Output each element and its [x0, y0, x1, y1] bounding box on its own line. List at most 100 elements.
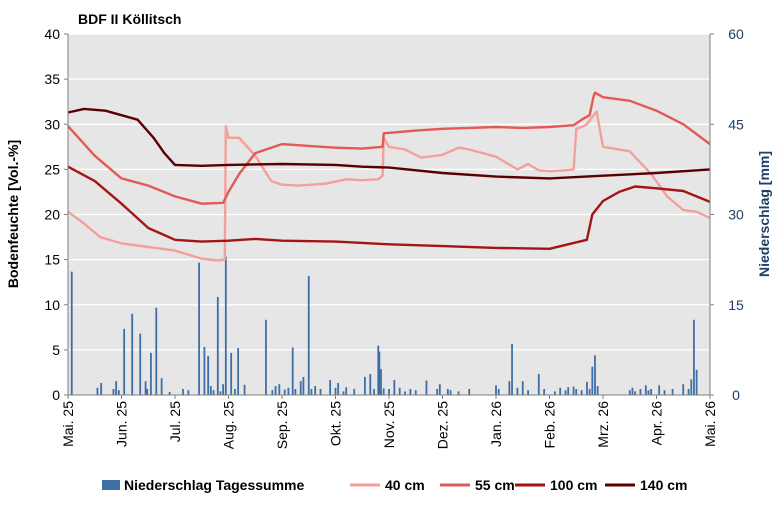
precip-bar — [687, 388, 690, 395]
x-tick-label: Dez. 25 — [435, 401, 451, 449]
precip-bar — [314, 385, 317, 395]
precip-bar — [334, 387, 337, 395]
precip-bar — [150, 352, 152, 395]
x-tick-label: Jun. 25 — [114, 401, 130, 447]
precip-bar — [647, 390, 650, 395]
precip-bar — [380, 369, 382, 395]
precip-bar — [468, 388, 471, 395]
precip-bar — [207, 355, 210, 395]
precip-bar — [216, 296, 219, 395]
legend-label-40-cm: 40 cm — [385, 477, 425, 493]
precip-bar — [588, 388, 591, 395]
left-tick-label: 35 — [44, 71, 60, 87]
left-tick-label: 20 — [44, 207, 60, 223]
precip-bar — [243, 384, 246, 395]
precip-bar — [212, 390, 215, 395]
left-axis-ticks: 0 5 10 15 20 25 30 35 40 — [44, 26, 68, 403]
right-tick-label: 60 — [728, 26, 744, 42]
precip-bar — [516, 387, 519, 395]
precip-bar — [449, 390, 452, 395]
precip-bar — [586, 381, 588, 395]
precip-bar — [690, 379, 693, 395]
precip-bar — [634, 391, 636, 395]
precip-bar — [271, 390, 274, 395]
left-tick-label: 15 — [44, 252, 60, 268]
x-axis-ticks: Mai. 25 Jun. 25 Jul. 25 Aug. 25 Sep. 25 Okt. … — [60, 395, 718, 449]
precip-bar — [639, 388, 642, 395]
precip-bar — [168, 391, 171, 395]
precip-bar — [382, 388, 385, 395]
precip-bar — [299, 381, 302, 395]
precip-bar — [369, 373, 372, 395]
legend-label-55-cm: 55 cm — [475, 477, 515, 493]
series-line-140-cm — [67, 107, 711, 180]
precip-bar — [377, 345, 380, 395]
series-line-100-cm — [67, 165, 711, 251]
gridlines — [68, 33, 710, 351]
precip-bar — [237, 348, 240, 395]
precip-bar — [319, 388, 322, 395]
precip-bar — [580, 390, 583, 395]
precip-bar — [131, 313, 134, 395]
precip-bar — [100, 382, 103, 395]
chart-title: BDF II Köllitsch — [78, 11, 181, 27]
precip-bar — [209, 385, 212, 395]
precip-bar — [414, 390, 417, 395]
precip-bar — [596, 385, 599, 395]
precip-bar — [521, 381, 524, 395]
right-tick-label: 15 — [728, 297, 744, 313]
precip-bar — [345, 387, 348, 395]
precip-bar — [457, 391, 460, 395]
precip-bar — [564, 390, 567, 395]
legend: Niederschlag Tagessumme 40 cm 55 cm 100 cm 1… — [102, 477, 687, 493]
x-tick-label: Mai. 25 — [60, 401, 76, 447]
precip-bar — [160, 378, 163, 395]
legend-label-precip: Niederschlag Tagessumme — [124, 477, 304, 493]
left-tick-label: 5 — [52, 342, 60, 358]
precip-bar — [682, 384, 685, 395]
x-tick-label: Sep. 25 — [274, 401, 290, 449]
precip-bar — [283, 389, 286, 395]
precip-bar — [278, 384, 281, 395]
x-tick-label: Jul. 25 — [167, 401, 183, 442]
precip-bar — [398, 387, 401, 395]
precip-bar — [508, 381, 511, 395]
right-tick-label: 45 — [728, 116, 744, 132]
x-tick-label: Okt. 25 — [328, 401, 344, 446]
precip-bar — [631, 387, 634, 395]
series-line-40-cm — [67, 110, 711, 262]
precip-bar — [307, 275, 310, 395]
precipitation-bars — [70, 256, 698, 395]
legend-swatch-precip — [102, 480, 120, 490]
precip-bar — [591, 366, 594, 395]
right-tick-label: 30 — [728, 207, 744, 223]
precip-bar — [155, 307, 158, 395]
precip-bar — [146, 388, 149, 395]
precip-bar — [695, 369, 698, 395]
precip-bar — [543, 388, 546, 395]
precip-bar — [115, 381, 118, 395]
precip-bar — [378, 351, 381, 395]
precip-bar — [373, 388, 375, 395]
precip-bar — [310, 388, 313, 395]
precip-bar — [671, 388, 674, 395]
precip-bar — [425, 380, 428, 395]
x-tick-label: Nov. 25 — [381, 401, 397, 448]
left-tick-label: 25 — [44, 161, 60, 177]
right-tick-label: 0 — [732, 387, 740, 403]
precip-bar — [353, 388, 356, 395]
left-tick-label: 10 — [44, 297, 60, 313]
precip-bar — [182, 388, 184, 395]
precip-bar — [511, 343, 513, 395]
precip-bar — [572, 386, 575, 395]
series-lines — [67, 91, 711, 262]
precip-bar — [70, 271, 73, 395]
legend-label-140-cm: 140 cm — [640, 477, 687, 493]
precip-bar — [139, 333, 142, 395]
precip-bar — [497, 388, 500, 395]
precip-bar — [203, 346, 206, 395]
precip-bar — [644, 385, 647, 395]
precip-bar — [409, 388, 412, 395]
precip-bar — [537, 373, 540, 395]
